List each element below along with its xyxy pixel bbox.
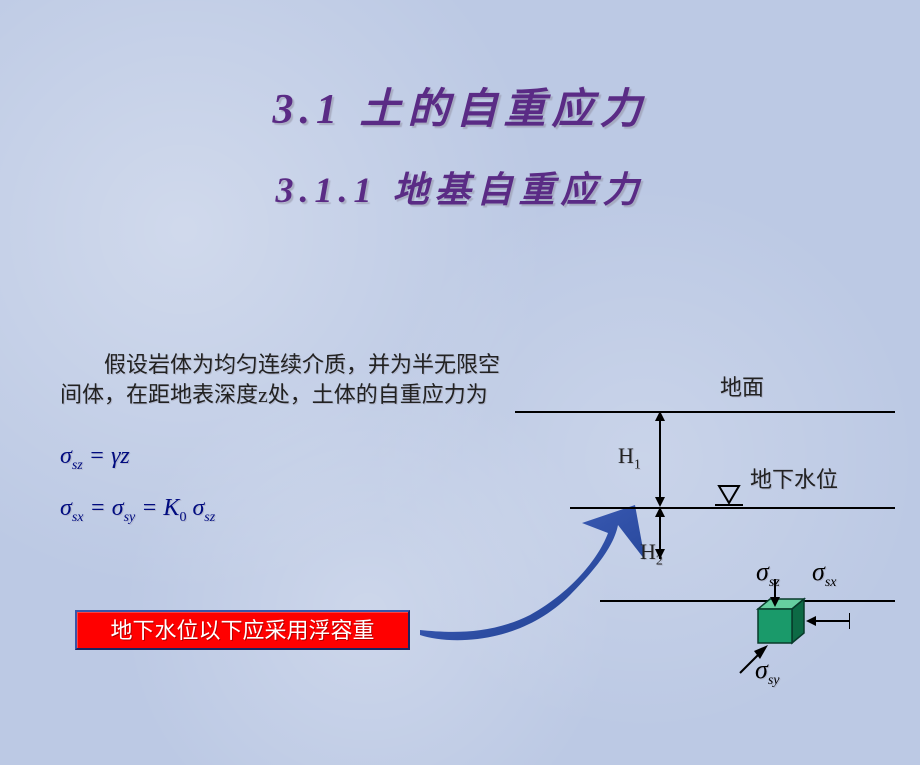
paragraph-text: 假设岩体为均匀连续介质，并为半无限空间体，在距地表深度z处，土体的自重应力为: [60, 352, 500, 407]
swoosh-arrow-icon: [410, 505, 670, 655]
water-line: [570, 507, 895, 509]
section-title: 3.1 土的自重应力: [0, 75, 920, 136]
h1-label: H1: [618, 443, 641, 473]
highlight-box: 地下水位以下应采用浮容重: [75, 610, 410, 650]
ground-label: 地面: [720, 370, 764, 402]
arrow-sigma-sz: [767, 579, 783, 607]
arrow-sigma-sy: [736, 641, 772, 677]
body-paragraph: 假设岩体为均匀连续介质，并为半无限空间体，在距地表深度z处，土体的自重应力为: [60, 350, 500, 409]
deep-line: [600, 600, 895, 602]
dim-arrow-h1: [648, 411, 672, 507]
arrow-sigma-sx: [806, 613, 850, 629]
ground-line: [515, 411, 895, 413]
subsection-title: 3.1.1 地基自重应力: [0, 161, 920, 213]
water-table-icon: [715, 483, 743, 507]
dim-arrow-h2: [648, 507, 672, 559]
water-label: 地下水位: [750, 462, 838, 494]
equation-1: σsz = γz: [60, 443, 130, 474]
equation-2: σsx = σsy = K0 σsz: [60, 495, 215, 526]
sigma-sx-label: σsx: [812, 557, 837, 591]
